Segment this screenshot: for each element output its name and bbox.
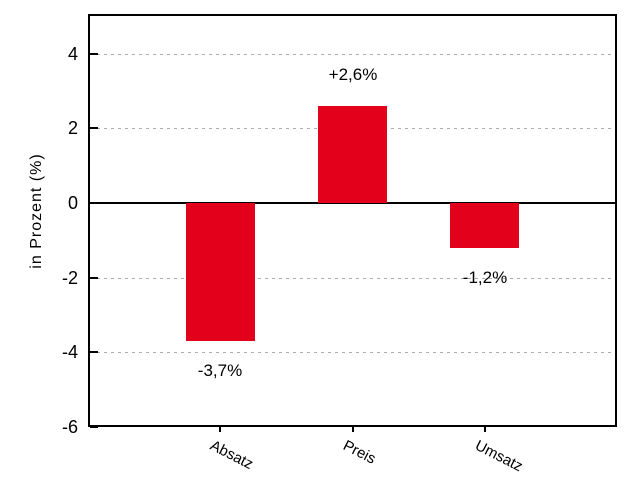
x-tick-mark <box>352 427 354 432</box>
y-tick-label: -4 <box>61 342 78 362</box>
y-tick-mark <box>90 351 98 353</box>
y-tick-mark <box>90 202 98 204</box>
x-tick-mark <box>219 427 221 432</box>
y-tick-label: -6 <box>61 417 78 437</box>
y-tick-label: 2 <box>67 118 78 138</box>
bar <box>186 203 255 341</box>
bar <box>318 106 387 203</box>
y-tick-mark <box>90 277 98 279</box>
bar-value-label: +2,6% <box>328 65 378 84</box>
series-key-swatch <box>9 4 25 17</box>
gridline <box>90 278 615 279</box>
gridline <box>90 54 615 55</box>
y-tick-label: -2 <box>61 268 78 288</box>
y-tick-mark <box>90 53 98 55</box>
x-tick-label: Absatz <box>207 437 256 473</box>
bar-value-label: -1,2% <box>462 268 508 287</box>
x-tick-label: Umsatz <box>472 437 526 476</box>
x-tick-mark <box>484 427 486 432</box>
zero-axis-line <box>88 202 617 204</box>
x-tick-label: Preis <box>340 437 379 468</box>
gridline <box>90 352 615 353</box>
y-tick-label: 0 <box>67 193 78 213</box>
y-tick-mark <box>90 127 98 129</box>
bar-value-label: -3,7% <box>197 361 243 380</box>
y-tick-label: 4 <box>67 44 78 64</box>
bar <box>450 203 519 248</box>
y-tick-mark <box>90 426 98 428</box>
